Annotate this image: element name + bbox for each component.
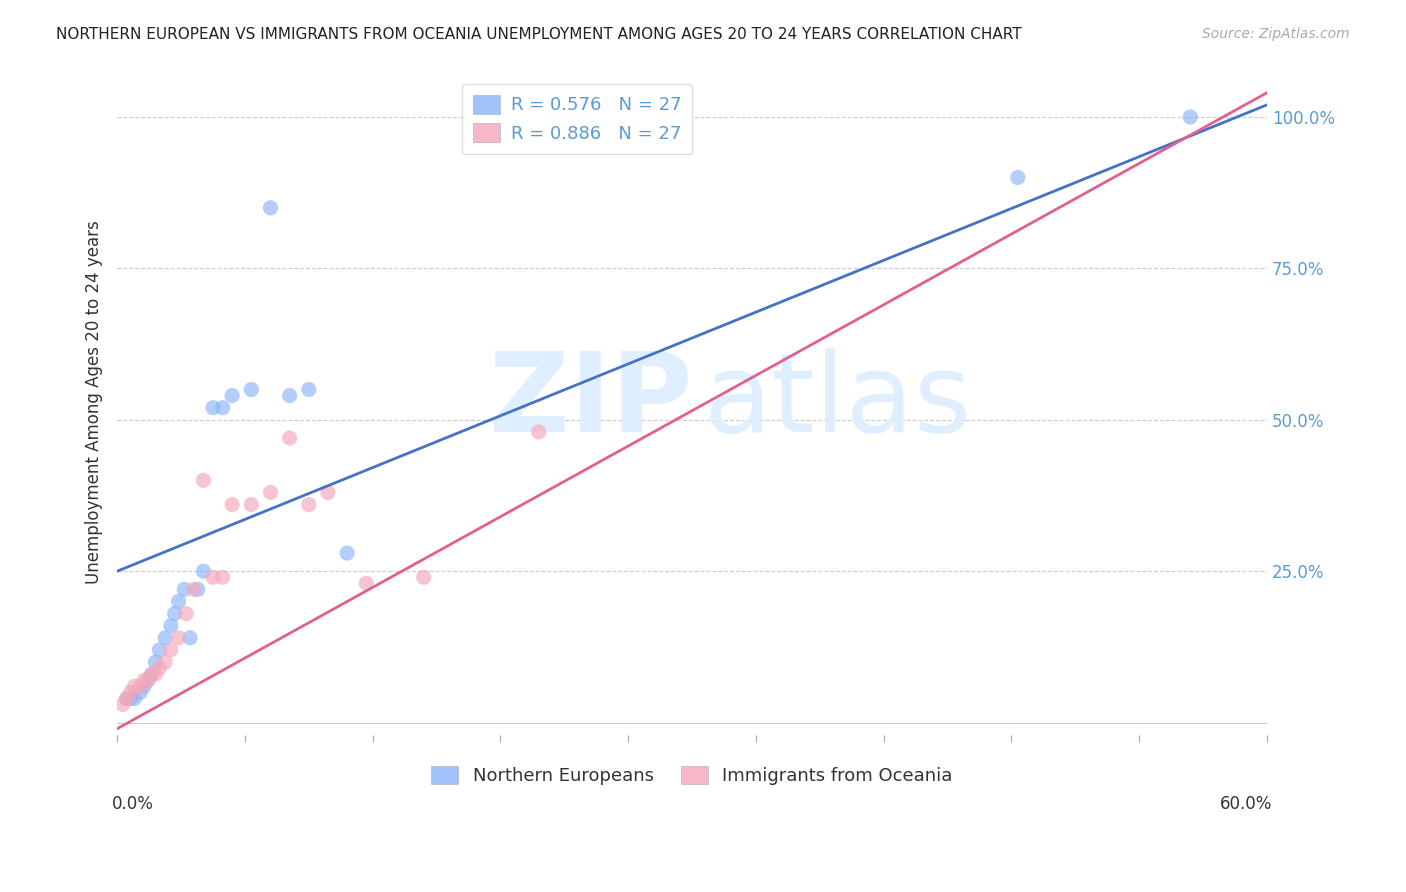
Point — [211, 401, 233, 415]
Point — [183, 582, 205, 597]
Point — [240, 383, 263, 397]
Point — [201, 401, 224, 415]
Point — [153, 655, 176, 669]
Point — [111, 698, 134, 712]
Point — [298, 498, 321, 512]
Point — [193, 474, 215, 488]
Point — [336, 546, 359, 560]
Point — [356, 576, 378, 591]
Point — [160, 643, 183, 657]
Text: ZIP: ZIP — [489, 348, 692, 455]
Point — [167, 594, 190, 608]
Text: 0.0%: 0.0% — [111, 795, 153, 813]
Point — [136, 673, 159, 688]
Point — [298, 383, 321, 397]
Point — [259, 485, 281, 500]
Point — [141, 667, 163, 681]
Point — [221, 498, 243, 512]
Point — [115, 691, 138, 706]
Point — [145, 655, 167, 669]
Point — [148, 643, 170, 657]
Point — [153, 631, 176, 645]
Point — [120, 691, 142, 706]
Point — [120, 685, 142, 699]
Point — [201, 570, 224, 584]
Point — [179, 631, 201, 645]
Point — [132, 673, 155, 688]
Point — [527, 425, 550, 439]
Point — [240, 498, 263, 512]
Point — [193, 564, 215, 578]
Point — [129, 679, 152, 693]
Point — [1180, 110, 1202, 124]
Point — [174, 607, 197, 621]
Point — [132, 679, 155, 693]
Text: atlas: atlas — [703, 348, 972, 455]
Point — [124, 679, 146, 693]
Point — [160, 618, 183, 632]
Text: 60.0%: 60.0% — [1220, 795, 1272, 813]
Y-axis label: Unemployment Among Ages 20 to 24 years: Unemployment Among Ages 20 to 24 years — [86, 219, 103, 583]
Point — [124, 691, 146, 706]
Point — [173, 582, 195, 597]
Point — [259, 201, 281, 215]
Point — [141, 667, 163, 681]
Text: NORTHERN EUROPEAN VS IMMIGRANTS FROM OCEANIA UNEMPLOYMENT AMONG AGES 20 TO 24 YE: NORTHERN EUROPEAN VS IMMIGRANTS FROM OCE… — [56, 27, 1022, 42]
Point — [167, 631, 190, 645]
Point — [187, 582, 209, 597]
Text: Source: ZipAtlas.com: Source: ZipAtlas.com — [1202, 27, 1350, 41]
Point — [278, 388, 301, 402]
Point — [136, 673, 159, 688]
Point — [221, 388, 243, 402]
Point — [115, 691, 138, 706]
Point — [211, 570, 233, 584]
Legend: Northern Europeans, Immigrants from Oceania: Northern Europeans, Immigrants from Ocea… — [425, 758, 960, 792]
Point — [145, 667, 167, 681]
Point — [163, 607, 186, 621]
Point — [129, 685, 152, 699]
Point — [412, 570, 434, 584]
Point — [316, 485, 339, 500]
Point — [278, 431, 301, 445]
Point — [1007, 170, 1029, 185]
Point — [148, 661, 170, 675]
